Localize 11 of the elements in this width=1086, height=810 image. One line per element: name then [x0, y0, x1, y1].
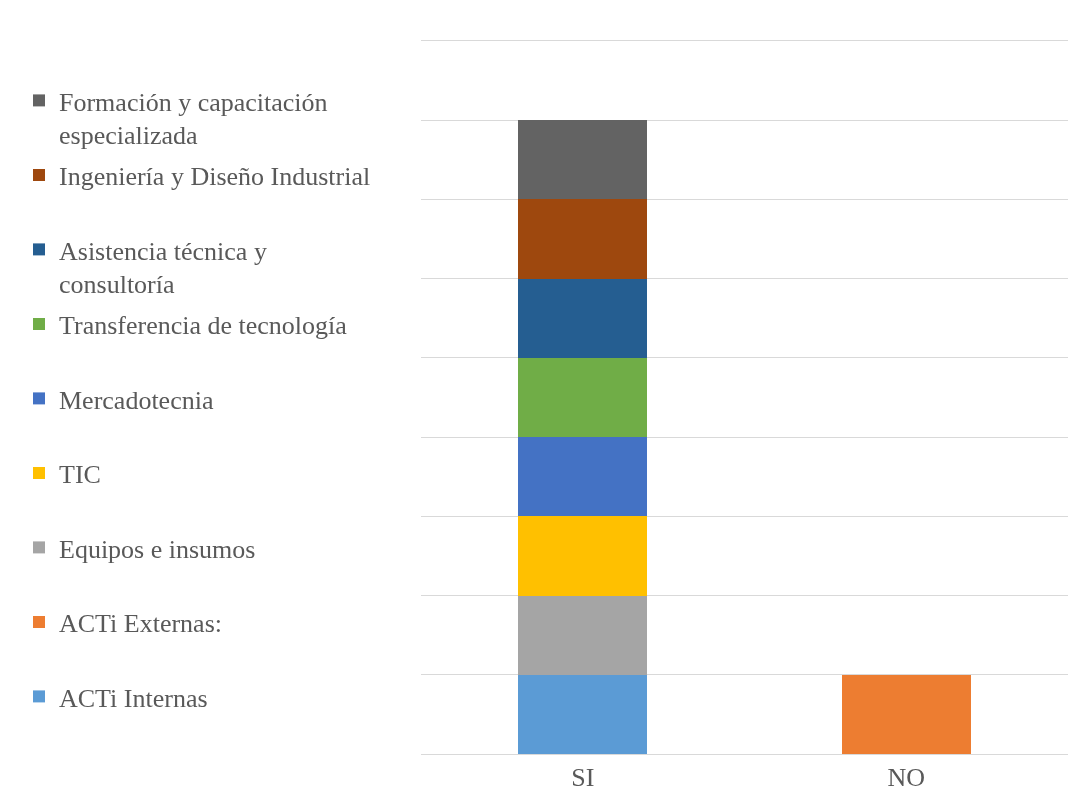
legend-label: TIC — [59, 460, 101, 490]
x-tick-label: NO — [887, 763, 926, 793]
legend-label: Ingeniería y Diseño Industrial — [59, 162, 371, 192]
legend-label: ACTi Internas — [59, 683, 208, 713]
legend-label: Mercadotecnia — [59, 385, 214, 415]
legend-label: Asistencia técnica y consultoría — [59, 236, 267, 300]
legend-label: Formación y capacitación especializada — [59, 87, 328, 151]
legend-label: Equipos e insumos — [59, 534, 256, 564]
x-tick-label: SI — [571, 763, 595, 793]
legend-label: Transferencia de tecnología — [59, 311, 348, 341]
legend-label: ACTi Externas: — [59, 609, 222, 639]
